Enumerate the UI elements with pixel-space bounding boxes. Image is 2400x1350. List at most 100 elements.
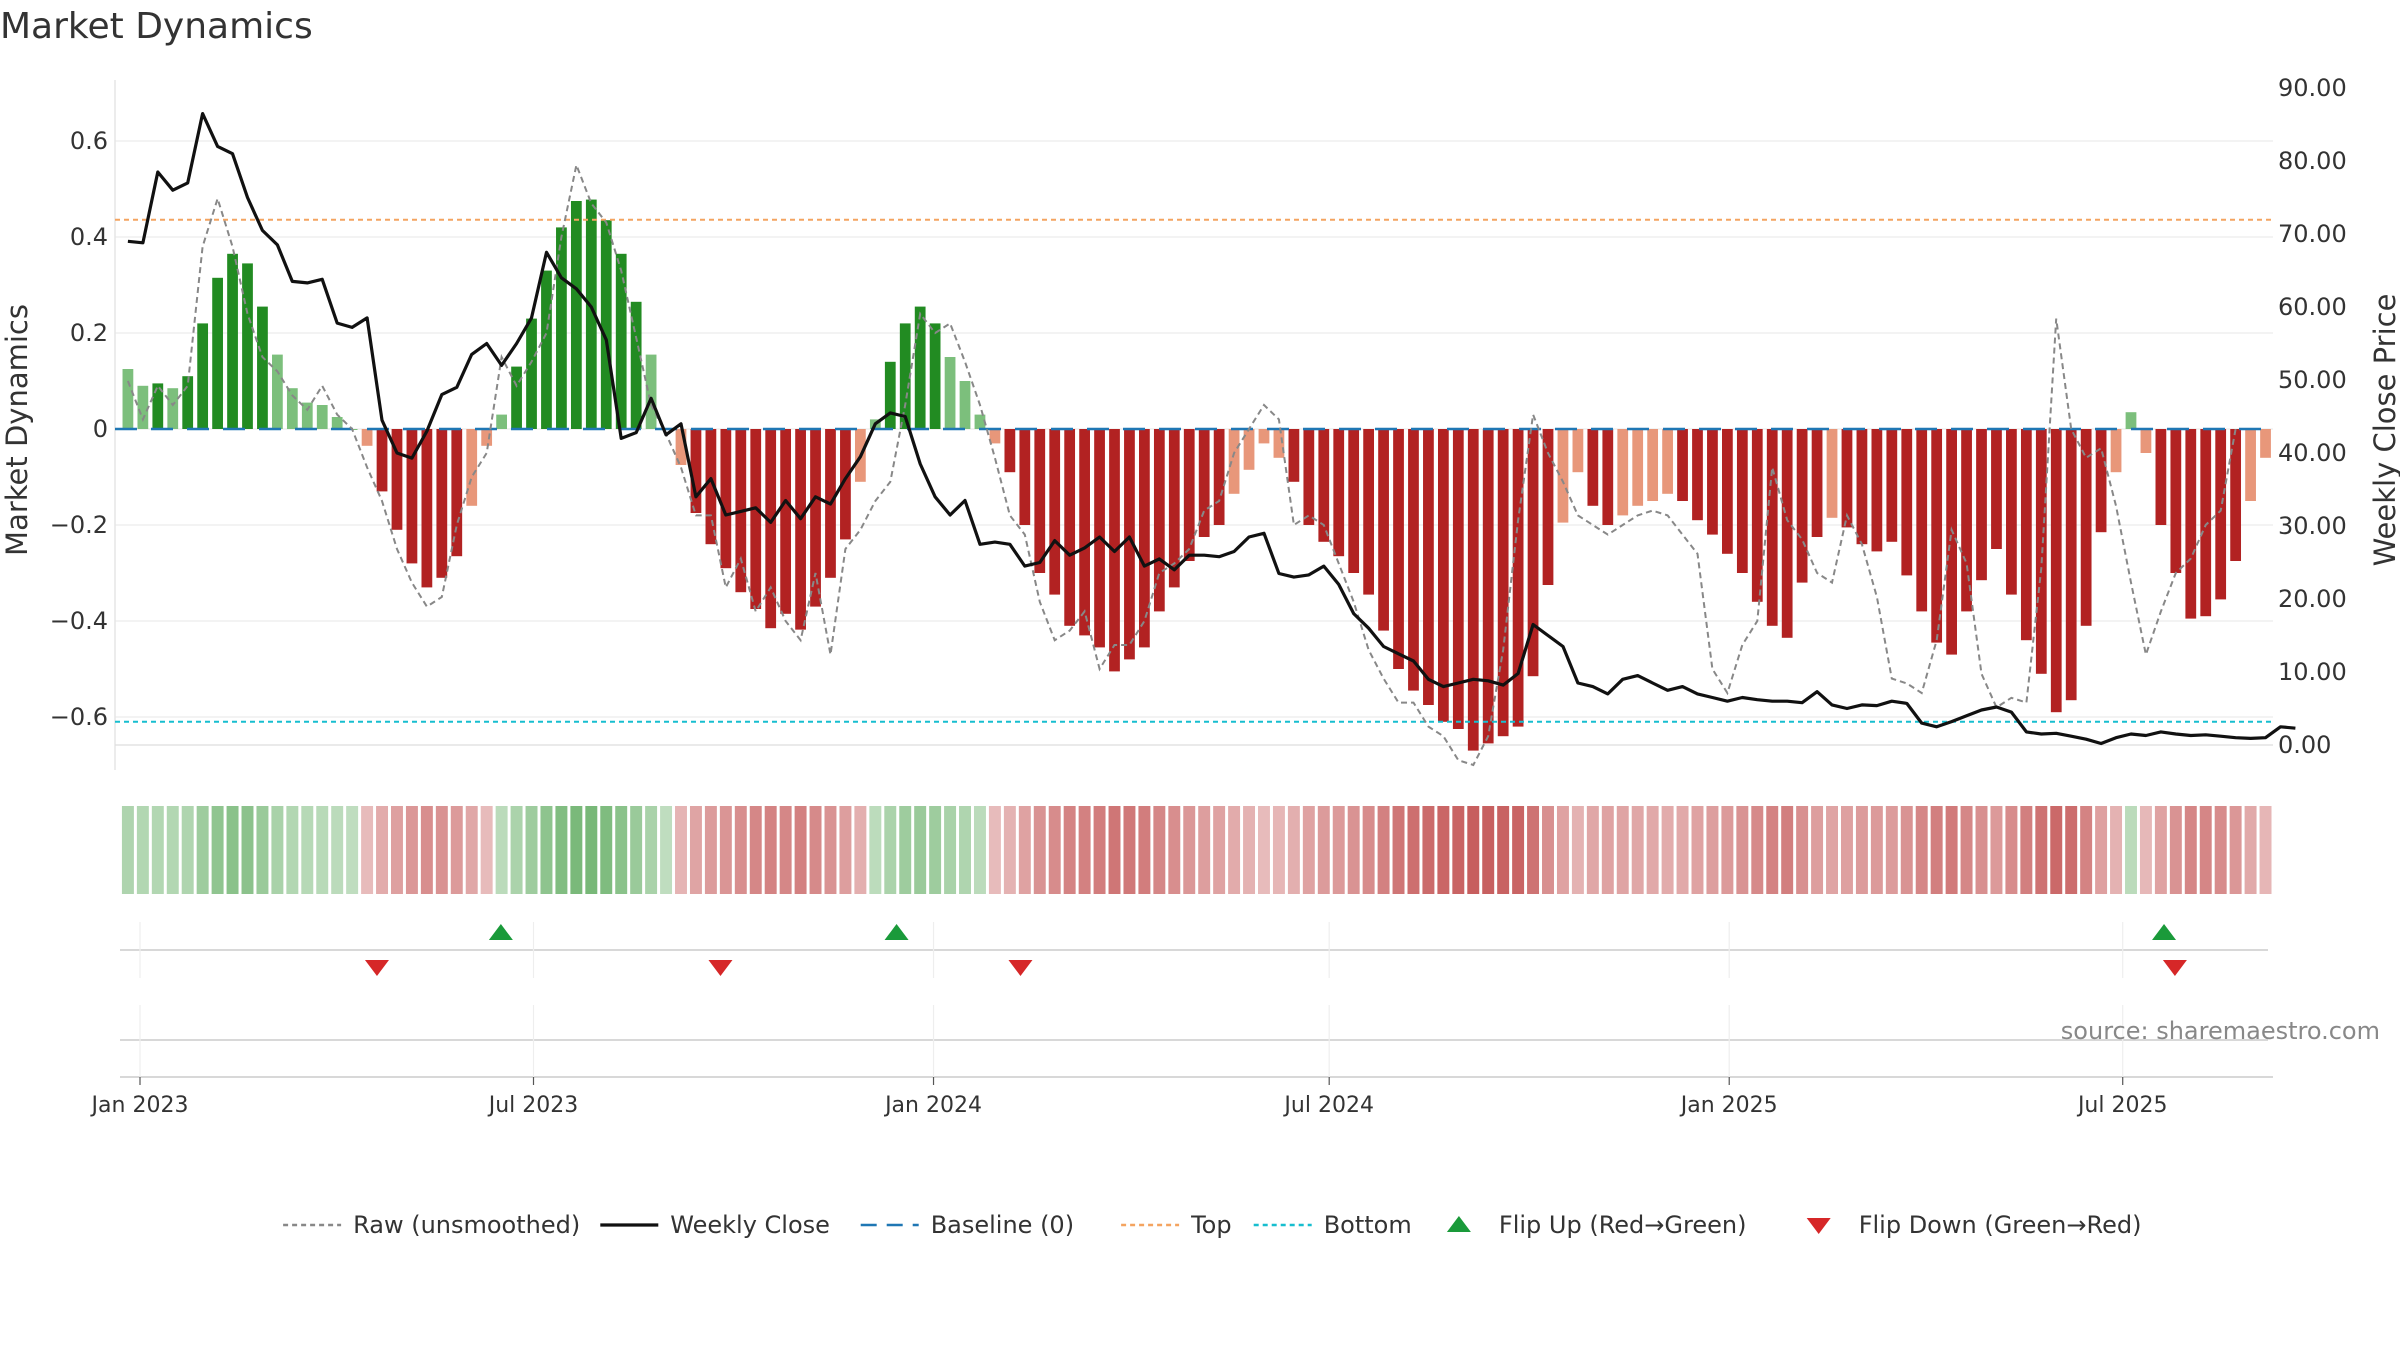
- y2-tick-label: 70.00: [2278, 220, 2347, 248]
- bar: [1198, 429, 1210, 537]
- bar: [286, 388, 298, 429]
- strip-cell: [226, 806, 239, 894]
- strip-cell: [2110, 806, 2123, 894]
- bar: [1303, 429, 1315, 525]
- bar: [1258, 429, 1270, 444]
- strip-cell: [376, 806, 389, 894]
- bar: [1243, 429, 1255, 470]
- bar: [914, 306, 926, 429]
- y-tick-label: 0.6: [70, 127, 108, 155]
- strip-cell: [899, 806, 912, 894]
- strip-cell: [1213, 806, 1226, 894]
- strip-cell: [196, 806, 209, 894]
- strip-cell: [510, 806, 523, 894]
- y2-tick-label: 40.00: [2278, 439, 2347, 467]
- strip-cell: [1781, 806, 1794, 894]
- bar: [1393, 429, 1404, 669]
- bar: [511, 366, 522, 429]
- strip-cell: [390, 806, 403, 894]
- bar: [1168, 429, 1180, 588]
- flip-up-marker: [884, 924, 909, 940]
- strip-cell: [1437, 806, 1450, 894]
- bar: [212, 277, 223, 429]
- strip-cell: [2139, 806, 2152, 894]
- right-axis-ticks: 90.00 80.00 70.00 60.00 50.00 40.00 30.00 20.00…: [2278, 74, 2347, 759]
- strip-cell: [405, 806, 418, 894]
- strip-cell: [555, 806, 568, 894]
- bar: [182, 376, 194, 429]
- x-tick-label: Jan 2024: [883, 1093, 982, 1118]
- strip-cell: [1975, 806, 1988, 894]
- bar: [541, 270, 552, 429]
- strip-cell: [689, 806, 702, 894]
- strip-cell: [1332, 806, 1345, 894]
- strip-cell: [1691, 806, 1704, 894]
- strip-cell: [346, 806, 359, 894]
- strip-cell: [540, 806, 553, 894]
- bar: [585, 199, 597, 429]
- strip-cell: [645, 806, 658, 894]
- strip-cell: [2154, 806, 2167, 894]
- bar: [1766, 429, 1778, 626]
- bar: [436, 429, 448, 578]
- y-tick-label: −0.2: [50, 511, 108, 539]
- bar: [2110, 429, 2122, 473]
- bar: [152, 383, 164, 429]
- bar: [929, 323, 941, 429]
- bar: [1452, 429, 1464, 729]
- bar: [675, 429, 687, 465]
- bar: [645, 354, 657, 429]
- strip-cell: [1452, 806, 1465, 894]
- bar: [2006, 429, 2017, 595]
- legend-swatch-flip-down: [1806, 1218, 1831, 1234]
- bar: [974, 414, 986, 429]
- bar: [1707, 429, 1718, 535]
- y-axis-label: Market Dynamics: [0, 304, 34, 556]
- legend-item: Baseline (0): [860, 1211, 1074, 1239]
- strip-cell: [973, 806, 986, 894]
- bar: [2185, 429, 2197, 619]
- bar: [2260, 429, 2271, 458]
- y2-tick-label: 60.00: [2278, 293, 2347, 321]
- bar: [1333, 429, 1345, 557]
- bar: [1019, 429, 1031, 525]
- bar: [1946, 429, 1957, 655]
- strip-cell: [988, 806, 1001, 894]
- bar: [1856, 429, 1868, 545]
- bar: [481, 429, 493, 446]
- legend-label: Flip Up (Red→Green): [1499, 1211, 1747, 1239]
- flip-down-marker: [1008, 960, 1033, 976]
- bar: [167, 388, 179, 429]
- bar: [1796, 429, 1808, 583]
- bar: [1213, 429, 1225, 525]
- legend: Raw (unsmoothed) Weekly Close Baseline (0)…: [283, 1211, 2141, 1239]
- bar: [720, 429, 732, 569]
- strip-cell: [151, 806, 164, 894]
- y2-tick-label: 30.00: [2278, 512, 2347, 540]
- bar: [2230, 429, 2242, 561]
- strip-cell: [1377, 806, 1390, 894]
- bar: [1318, 429, 1330, 542]
- bar: [376, 429, 388, 492]
- strip-cell: [286, 806, 299, 894]
- bar: [795, 429, 806, 630]
- strip-cell: [2184, 806, 2197, 894]
- flip-markers: [120, 922, 2268, 978]
- strip-cell: [1945, 806, 1958, 894]
- legend-label: Weekly Close: [670, 1211, 830, 1239]
- strip-cell: [1571, 806, 1584, 894]
- x-tick-label: Jan 2023: [90, 1093, 189, 1118]
- y-tick-label: 0.4: [70, 223, 108, 251]
- bar: [1034, 429, 1046, 573]
- bar: [1692, 429, 1703, 521]
- strip-cell: [1766, 806, 1779, 894]
- strip-cell: [704, 806, 717, 894]
- bar: [2035, 429, 2047, 674]
- bar: [1841, 429, 1853, 528]
- strip-cell: [435, 806, 448, 894]
- y2-tick-label: 10.00: [2278, 658, 2347, 686]
- bar: [840, 429, 851, 540]
- chart-title: Market Dynamics: [0, 6, 313, 47]
- bar: [1527, 429, 1539, 677]
- legend-label: Bottom: [1324, 1211, 1412, 1239]
